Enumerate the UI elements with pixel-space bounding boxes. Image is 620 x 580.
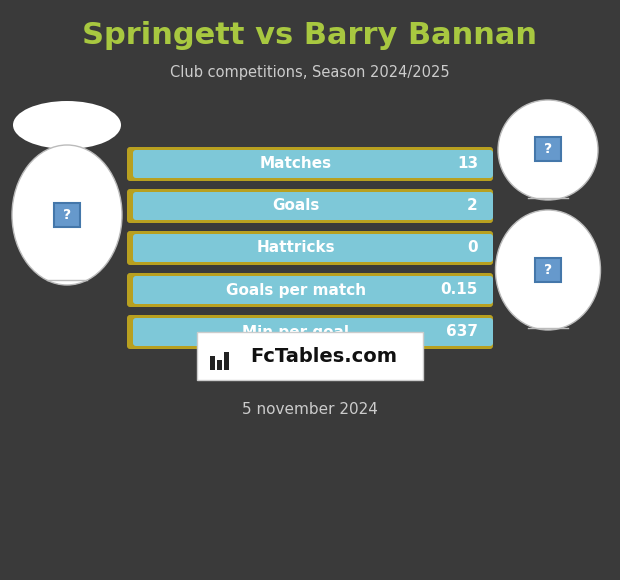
Text: 13: 13 — [457, 157, 478, 172]
Text: ?: ? — [544, 263, 552, 277]
Text: 2: 2 — [467, 198, 478, 213]
Text: Matches: Matches — [260, 157, 332, 172]
Text: 5 november 2024: 5 november 2024 — [242, 403, 378, 418]
FancyBboxPatch shape — [127, 189, 493, 223]
FancyBboxPatch shape — [224, 352, 229, 370]
Text: ?: ? — [63, 208, 71, 222]
Text: Goals per match: Goals per match — [226, 282, 366, 298]
FancyBboxPatch shape — [535, 258, 561, 282]
FancyBboxPatch shape — [133, 318, 493, 346]
Text: FcTables.com: FcTables.com — [250, 346, 397, 365]
Ellipse shape — [495, 210, 601, 330]
Text: ?: ? — [544, 142, 552, 156]
FancyBboxPatch shape — [210, 356, 215, 370]
FancyBboxPatch shape — [133, 234, 493, 262]
Text: Club competitions, Season 2024/2025: Club competitions, Season 2024/2025 — [170, 64, 450, 79]
FancyBboxPatch shape — [133, 276, 493, 304]
FancyBboxPatch shape — [127, 147, 493, 181]
FancyBboxPatch shape — [197, 332, 423, 380]
FancyBboxPatch shape — [133, 192, 493, 220]
FancyBboxPatch shape — [54, 203, 80, 227]
FancyBboxPatch shape — [217, 360, 222, 370]
Text: Hattricks: Hattricks — [256, 241, 335, 256]
Text: Min per goal: Min per goal — [242, 324, 349, 339]
FancyBboxPatch shape — [127, 231, 493, 265]
Text: Goals: Goals — [272, 198, 319, 213]
Ellipse shape — [498, 100, 598, 200]
Text: Springett vs Barry Bannan: Springett vs Barry Bannan — [82, 20, 538, 49]
Text: 637: 637 — [446, 324, 478, 339]
Ellipse shape — [12, 145, 122, 285]
FancyBboxPatch shape — [127, 273, 493, 307]
FancyBboxPatch shape — [127, 315, 493, 349]
Text: 0.15: 0.15 — [441, 282, 478, 298]
Text: 0: 0 — [467, 241, 478, 256]
FancyBboxPatch shape — [133, 150, 493, 178]
Ellipse shape — [13, 101, 121, 149]
FancyBboxPatch shape — [535, 137, 561, 161]
